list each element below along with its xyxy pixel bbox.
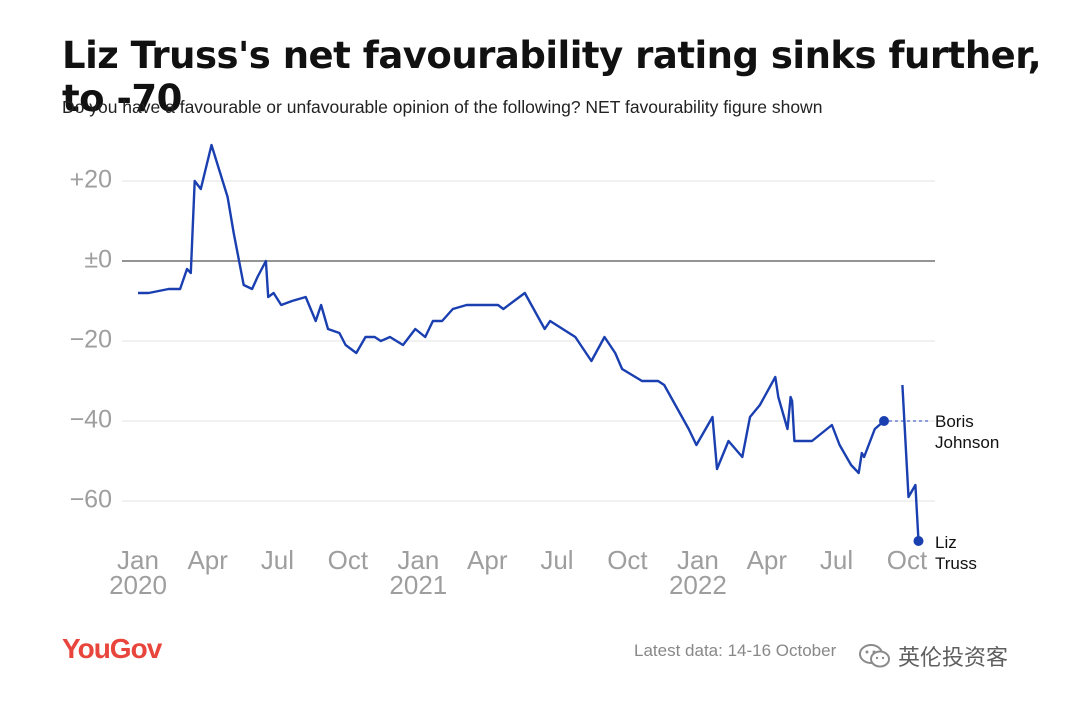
y-tick-label: −20 (70, 326, 112, 354)
x-tick-label: Jul (820, 545, 853, 575)
y-tick-label: −40 (70, 406, 112, 434)
series-label: Liz (935, 533, 957, 552)
grid-lines (122, 180, 935, 502)
series-label: Truss (935, 554, 977, 573)
x-tick-label: Jul (261, 545, 294, 575)
x-tick-label: Jan (117, 545, 159, 575)
x-tick-year-label: 2021 (389, 570, 447, 600)
series-lines (138, 143, 924, 546)
x-tick-year-label: 2020 (109, 570, 167, 600)
series-end-marker (913, 536, 924, 546)
x-tick-label: Oct (607, 545, 648, 575)
x-tick-label: Jan (397, 545, 439, 575)
series-annotations: Boris Johnson Liz Truss (889, 412, 999, 573)
series-label: Johnson (935, 433, 999, 452)
latest-data-note: Latest data: 14-16 October (634, 641, 837, 660)
y-axis-ticks: +20 ±0 −20 −40 −60 (70, 166, 112, 514)
chart-title: Liz Truss's net favourability rating sin… (62, 34, 1042, 120)
watermark: 英伦投资客 (858, 640, 1008, 672)
x-tick-label: Apr (747, 545, 788, 575)
x-tick-year-label: 2022 (669, 570, 727, 600)
x-tick-label: Jan (677, 545, 719, 575)
x-tick-label: Oct (328, 545, 369, 575)
y-tick-label: +20 (70, 166, 112, 194)
x-tick-label: Apr (467, 545, 508, 575)
series-label: Boris (935, 412, 974, 431)
yougov-logo[interactable]: YouGov (62, 633, 162, 664)
series-line (901, 384, 920, 542)
x-tick-label: Oct (887, 545, 928, 575)
wechat-icon (859, 644, 890, 668)
chart-subtitle: Do you have a favourable or unfavourable… (62, 97, 823, 117)
y-tick-label: ±0 (84, 246, 112, 274)
x-tick-label: Jul (540, 545, 573, 575)
x-tick-label: Apr (187, 545, 228, 575)
series-end-marker (879, 416, 890, 426)
y-tick-label: −60 (70, 486, 112, 514)
watermark-text: 英伦投资客 (898, 645, 1009, 670)
series-line (138, 143, 885, 475)
